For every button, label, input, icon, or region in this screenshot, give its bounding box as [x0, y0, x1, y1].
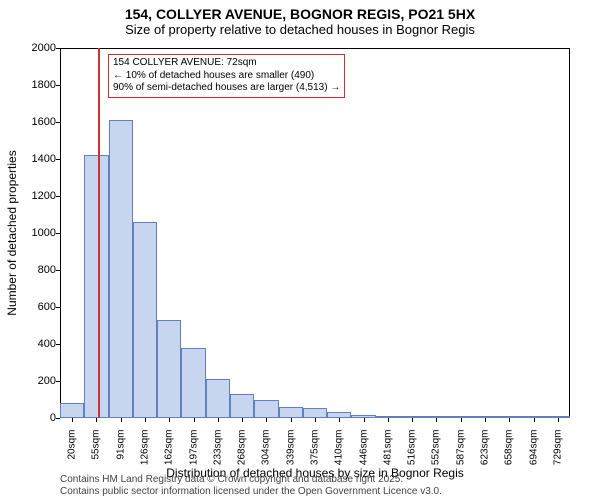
x-tick-mark [558, 418, 559, 422]
x-tick-label: 268sqm [237, 430, 248, 466]
x-tick-label: 694sqm [528, 430, 539, 466]
x-tick-mark [364, 418, 365, 422]
x-tick-mark [461, 418, 462, 422]
y-tick-mark [56, 418, 60, 419]
chart-area: Number of detached properties Distributi… [60, 48, 570, 418]
histogram-bar [133, 222, 157, 418]
right-axis-line [569, 48, 570, 418]
y-axis-label: Number of detached properties [5, 150, 19, 315]
x-tick-label: 162sqm [164, 430, 175, 466]
x-tick-label: 304sqm [261, 430, 272, 466]
x-tick-mark [485, 418, 486, 422]
y-tick-mark [56, 48, 60, 49]
histogram-bar [206, 379, 230, 418]
x-tick-label: 20sqm [67, 430, 78, 460]
annotation-line-3: 90% of semi-detached houses are larger (… [113, 82, 340, 95]
chart-container: 154, COLLYER AVENUE, BOGNOR REGIS, PO21 … [0, 0, 600, 500]
x-tick-mark [145, 418, 146, 422]
x-tick-label: 552sqm [431, 430, 442, 466]
page-subtitle: Size of property relative to detached ho… [0, 22, 600, 41]
annotation-line-1: 154 COLLYER AVENUE: 72sqm [113, 57, 340, 70]
annotation-box: 154 COLLYER AVENUE: 72sqm← 10% of detach… [108, 54, 345, 98]
y-tick-mark [56, 233, 60, 234]
histogram-bar [254, 400, 278, 419]
x-tick-mark [218, 418, 219, 422]
x-tick-mark [509, 418, 510, 422]
y-tick-label: 800 [38, 264, 56, 276]
x-tick-label: 481sqm [382, 430, 393, 466]
histogram-bar [84, 155, 108, 418]
y-tick-label: 1000 [32, 227, 56, 239]
top-axis-line [60, 48, 570, 49]
x-tick-label: 729sqm [552, 430, 563, 466]
highlight-vline [98, 48, 100, 418]
x-tick-mark [339, 418, 340, 422]
x-tick-label: 587sqm [455, 430, 466, 466]
y-tick-mark [56, 159, 60, 160]
x-tick-mark [242, 418, 243, 422]
x-tick-label: 375sqm [310, 430, 321, 466]
annotation-line-2: ← 10% of detached houses are smaller (49… [113, 70, 340, 83]
y-tick-label: 1600 [32, 116, 56, 128]
x-tick-label: 197sqm [188, 430, 199, 466]
histogram-bar [279, 407, 303, 418]
x-tick-label: 126sqm [140, 430, 151, 466]
x-tick-label: 410sqm [334, 430, 345, 466]
x-tick-mark [291, 418, 292, 422]
x-tick-mark [315, 418, 316, 422]
y-tick-mark [56, 381, 60, 382]
histogram-bar [157, 320, 181, 418]
x-tick-mark [121, 418, 122, 422]
x-tick-label: 55sqm [91, 430, 102, 460]
footer-line-1: Contains HM Land Registry data © Crown c… [60, 474, 442, 486]
y-tick-mark [56, 122, 60, 123]
page-title: 154, COLLYER AVENUE, BOGNOR REGIS, PO21 … [0, 0, 600, 22]
y-axis-line [60, 48, 61, 418]
y-tick-label: 1800 [32, 79, 56, 91]
x-tick-label: 233sqm [212, 430, 223, 466]
y-tick-mark [56, 307, 60, 308]
x-tick-label: 516sqm [407, 430, 418, 466]
x-tick-mark [72, 418, 73, 422]
plot-region: 020040060080010001200140016001800200020s… [60, 48, 570, 418]
y-tick-label: 600 [38, 301, 56, 313]
y-tick-mark [56, 344, 60, 345]
y-tick-label: 1200 [32, 190, 56, 202]
x-tick-mark [96, 418, 97, 422]
y-tick-label: 400 [38, 338, 56, 350]
x-tick-label: 339sqm [285, 430, 296, 466]
x-tick-label: 446sqm [358, 430, 369, 466]
x-tick-label: 658sqm [504, 430, 515, 466]
footer-line-2: Contains public sector information licen… [60, 486, 442, 498]
y-tick-label: 2000 [32, 42, 56, 54]
x-tick-mark [412, 418, 413, 422]
x-tick-mark [388, 418, 389, 422]
x-tick-label: 623sqm [480, 430, 491, 466]
histogram-bar [181, 348, 205, 418]
y-tick-mark [56, 270, 60, 271]
y-tick-label: 200 [38, 375, 56, 387]
x-tick-label: 91sqm [115, 430, 126, 460]
x-tick-mark [194, 418, 195, 422]
y-tick-mark [56, 85, 60, 86]
x-tick-mark [436, 418, 437, 422]
footer-attribution: Contains HM Land Registry data © Crown c… [60, 474, 442, 498]
histogram-bar [230, 394, 254, 418]
y-tick-mark [56, 196, 60, 197]
x-tick-mark [266, 418, 267, 422]
x-tick-mark [169, 418, 170, 422]
y-tick-label: 1400 [32, 153, 56, 165]
histogram-bar [60, 403, 84, 418]
histogram-bar [109, 120, 133, 418]
x-tick-mark [534, 418, 535, 422]
histogram-bar [303, 408, 327, 418]
